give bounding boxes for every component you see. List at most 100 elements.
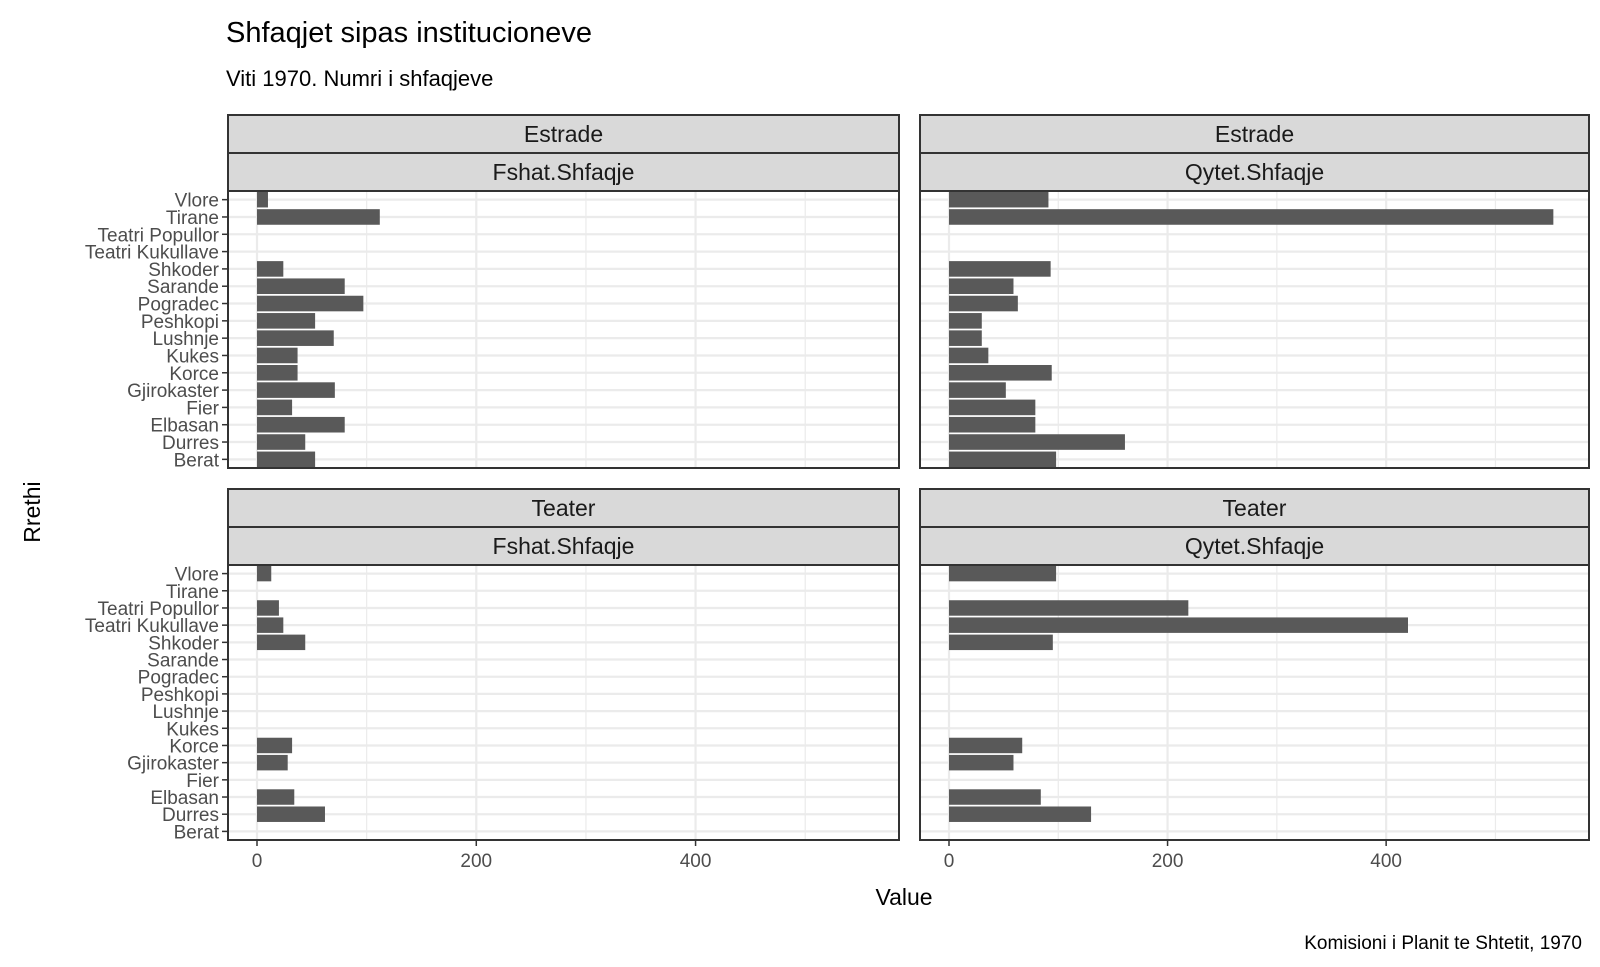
y-tick-label: Durres [162,433,219,454]
y-tick-label: Berat [174,822,220,843]
y-tick-label: Korce [169,736,219,757]
y-tick-label: Kukes [166,346,219,367]
bar-berat [257,451,316,468]
bar-vlore [257,565,272,582]
bar-shkoder [257,261,284,277]
y-tick-label: Pogradec [138,668,219,689]
bar-elbasan [949,416,1036,433]
bar-vlore [949,191,1049,208]
bar-korce [257,737,293,754]
x-tick-label: 400 [680,851,712,872]
y-tick-label: Fier [186,398,219,419]
panel-border [227,190,900,469]
chart-subtitle: Viti 1970. Numri i shfaqjeve [226,66,493,91]
bar-korce [949,364,1052,381]
bar-gjirokaster [949,382,1006,398]
y-tick-label: Shkoder [148,260,219,281]
bar-gjirokaster [949,754,1014,771]
bar-teatri-popullor [949,600,1189,616]
y-tick-label: Teatri Kukullave [85,616,219,637]
strip-background [919,152,1590,192]
bar-peshkopi [257,313,316,329]
chart-title: Shfaqjet sipas institucioneve [226,17,592,49]
strip-label-bottom: Fshat.Shfaqje [493,533,635,559]
bar-korce [257,364,298,381]
bar-tirane [949,209,1554,225]
bar-elbasan [949,789,1041,805]
x-tick-label: 200 [460,851,492,872]
bar-teatri-kukullave [257,617,284,633]
strip-label-bottom: Qytet.Shfaqje [1185,159,1324,185]
y-tick-label: Kukes [166,719,219,740]
y-tick-label: Vlore [175,191,219,212]
strip-label-top: Teater [532,495,596,521]
y-tick-label: Fier [186,771,219,792]
y-tick-label: Peshkopi [141,685,219,706]
bar-vlore [949,565,1057,582]
y-tick-label: Shkoder [148,633,219,654]
panel-2: Estrade Qytet.Shfaqje [919,114,1590,469]
y-tick-label: Sarande [147,651,219,672]
panel-border [227,564,900,841]
bar-shkoder [949,261,1051,277]
strip-label-top: Estrade [1215,121,1294,147]
panel-border [919,190,1590,469]
y-tick-label: Korce [169,364,219,385]
bar-tirane [257,209,380,225]
bar-durres [257,434,306,450]
x-tick-label: 0 [944,851,955,872]
x-tick-label: 200 [1152,851,1184,872]
strip-label-bottom: Qytet.Shfaqje [1185,533,1324,559]
bar-kukes [949,347,989,364]
y-tick-label: Durres [162,805,219,826]
strip-label-bottom: Fshat.Shfaqje [493,159,635,185]
panel-border [919,564,1590,841]
y-tick-label: Tirane [166,582,219,603]
y-tick-label: Elbasan [150,416,219,437]
bar-fier [949,399,1036,416]
strip-label-top: Estrade [524,121,603,147]
bar-kukes [257,347,298,364]
panel-4: Teater Qytet.Shfaqje 0 200 400 [919,488,1590,872]
bar-sarande [257,278,345,295]
plot-background [228,565,899,840]
strip-background [919,488,1590,528]
y-tick-label: Teatri Popullor [98,599,220,620]
strip-background [227,114,900,154]
bar-peshkopi [949,313,982,329]
x-axis-title: Value [875,884,932,910]
y-axis-title: Rrethi [19,481,45,542]
chart-caption: Komisioni i Planit te Shtetit, 1970 [1304,933,1582,954]
y-tick-label: Lushnje [152,329,219,350]
bar-sarande [949,278,1014,295]
y-tick-label: Tirane [166,208,219,229]
bar-pogradec [949,295,1018,312]
bar-vlore [257,191,268,208]
y-tick-label: Gjirokaster [127,754,220,775]
y-tick-label: Sarande [147,277,219,298]
bar-durres [949,434,1125,450]
y-tick-label: Pogradec [138,295,219,316]
y-tick-label: Teatri Kukullave [85,243,219,264]
bar-teatri-kukullave [949,617,1408,633]
strip-label-top: Teater [1223,495,1287,521]
bar-shkoder [949,634,1053,651]
y-tick-label: Berat [174,450,220,471]
bar-durres [949,806,1092,822]
bar-elbasan [257,416,345,433]
bar-pogradec [257,295,364,312]
y-tick-label: Lushnje [152,702,219,723]
bar-shkoder [257,634,306,651]
bar-berat [949,451,1057,468]
x-tick-label: 400 [1370,851,1402,872]
y-tick-label: Peshkopi [141,312,219,333]
bar-gjirokaster [257,382,335,398]
bar-elbasan [257,789,295,805]
bar-teatri-popullor [257,600,279,616]
x-tick-label: 0 [252,851,263,872]
strip-background [227,152,900,192]
bar-korce [949,737,1023,754]
